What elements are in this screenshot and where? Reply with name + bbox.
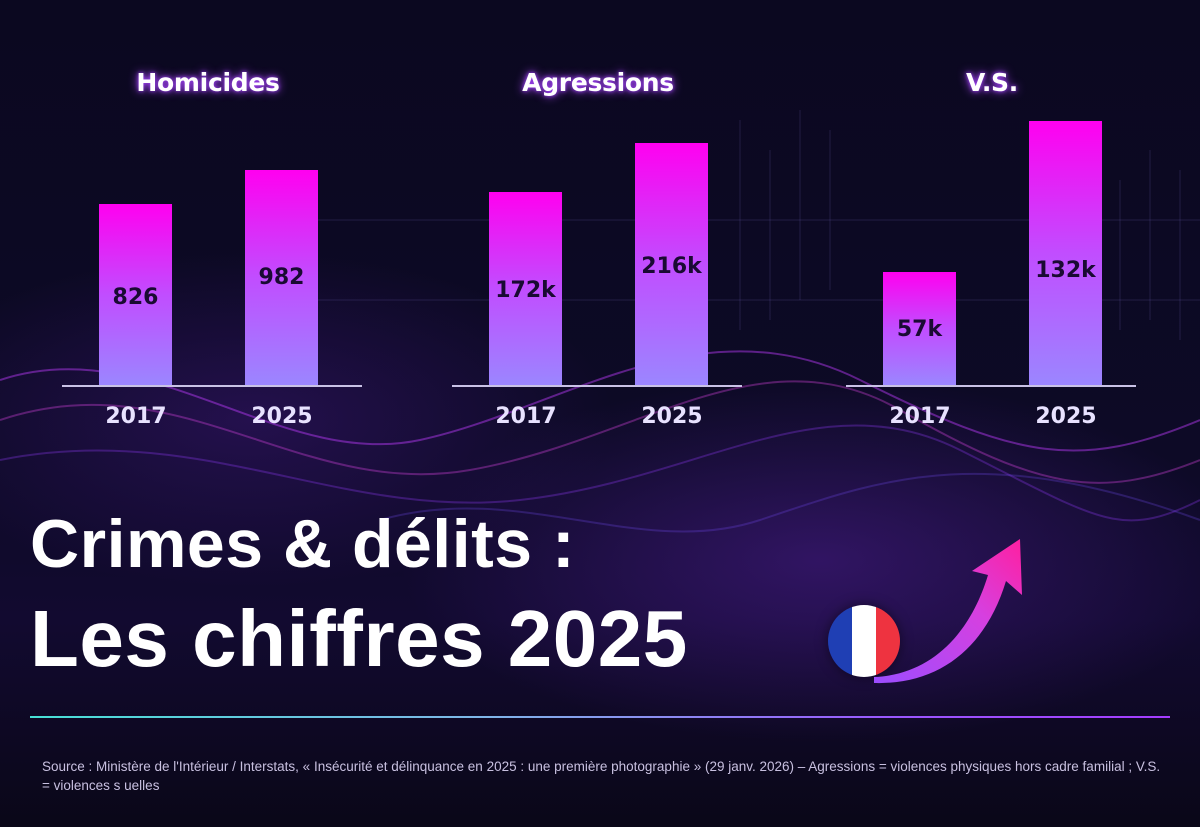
bar-value-label: 172k xyxy=(495,278,556,303)
x-tick-label: 2025 xyxy=(641,404,703,429)
chart-baseline xyxy=(452,385,742,387)
bar-value-label: 982 xyxy=(258,265,305,290)
bar xyxy=(883,272,956,385)
x-tick-label: 2025 xyxy=(1035,404,1097,429)
source-note: Source : Ministère de l'Intérieur / Inte… xyxy=(42,759,1161,793)
divider-line xyxy=(30,716,1170,718)
bar xyxy=(635,143,708,385)
chart-title: Homicides xyxy=(136,68,280,97)
chart-title: Agressions xyxy=(522,68,674,97)
x-tick-label: 2017 xyxy=(105,404,167,429)
bar-value-label: 132k xyxy=(1035,258,1096,283)
flag-white-stripe xyxy=(852,605,876,677)
headline-line1: Crimes & délits : xyxy=(30,506,576,582)
bar-value-label: 216k xyxy=(641,254,702,279)
chart-baseline xyxy=(62,385,362,387)
x-tick-label: 2017 xyxy=(495,404,557,429)
x-tick-label: 2017 xyxy=(889,404,951,429)
x-tick-label: 2025 xyxy=(251,404,313,429)
bar xyxy=(99,204,172,385)
bar xyxy=(1029,121,1102,385)
chart-baseline xyxy=(846,385,1136,387)
bar xyxy=(245,170,318,385)
bar xyxy=(489,192,562,385)
rising-arrow-icon xyxy=(874,539,1022,684)
bar-value-label: 826 xyxy=(112,285,159,310)
headline-line2: Les chiffres 2025 xyxy=(30,594,688,683)
bar-value-label: 57k xyxy=(896,317,943,342)
chart-title: V.S. xyxy=(966,68,1018,97)
